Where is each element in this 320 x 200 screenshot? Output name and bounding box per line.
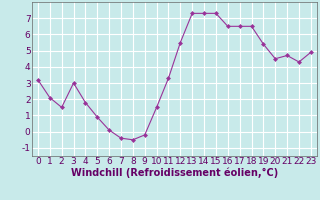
X-axis label: Windchill (Refroidissement éolien,°C): Windchill (Refroidissement éolien,°C): [71, 168, 278, 178]
